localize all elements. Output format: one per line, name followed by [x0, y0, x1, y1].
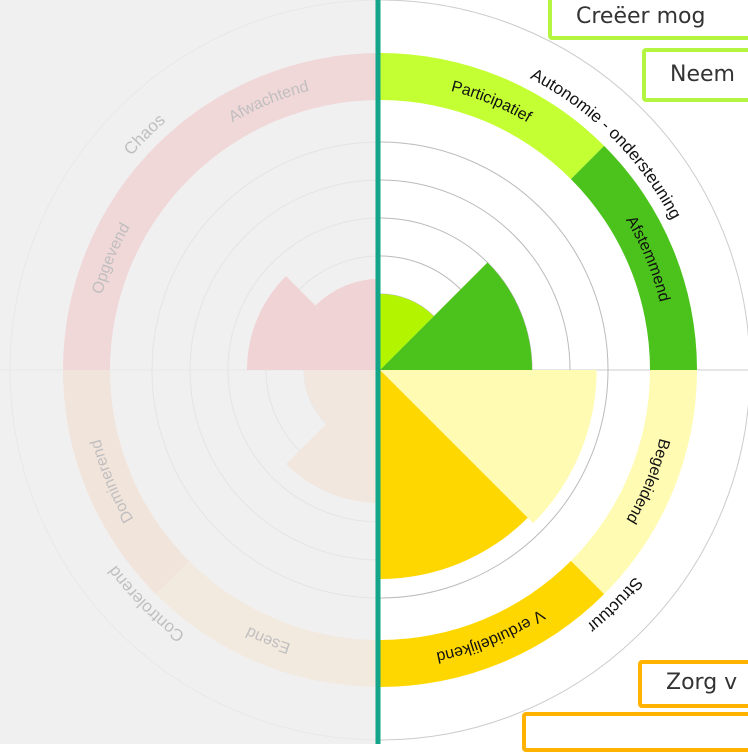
sector-wedge [380, 370, 528, 579]
sector-band [380, 53, 605, 180]
fade-overlay [0, 0, 378, 744]
sector-band [570, 145, 697, 370]
suggestion-button[interactable]: Creëer mog [548, 0, 748, 40]
sector-band [570, 370, 697, 595]
suggestion-button[interactable] [522, 712, 748, 752]
sector-wedge [380, 370, 597, 524]
sector-wedge [380, 262, 532, 370]
sector-wedge [380, 294, 434, 370]
suggestion-button[interactable]: Zorg v [638, 660, 748, 708]
suggestion-button[interactable]: Neem [642, 48, 748, 102]
sector-band [380, 560, 605, 687]
